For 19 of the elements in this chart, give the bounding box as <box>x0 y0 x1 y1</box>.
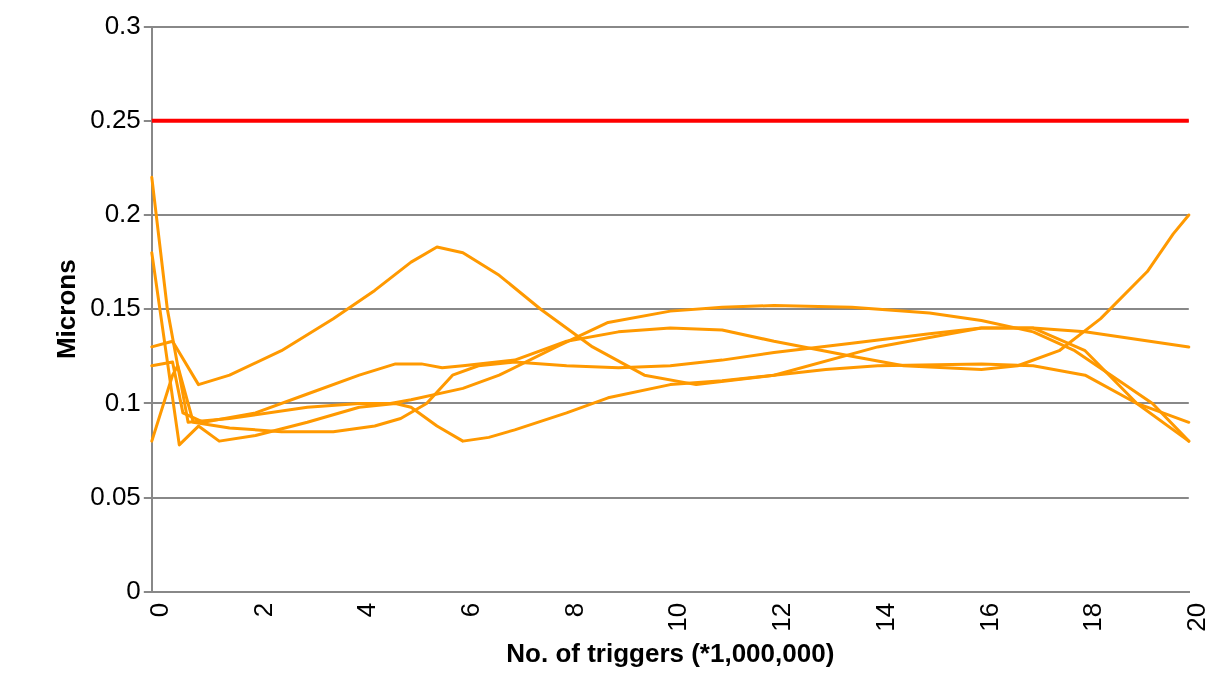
x-tick-label: 20 <box>1180 602 1211 632</box>
y-tick-label: 0.05 <box>90 480 141 511</box>
x-axis-title: No. of triggers (*1,000,000) <box>506 637 835 668</box>
x-tick-label: 0 <box>143 602 174 618</box>
x-tick-label: 8 <box>558 602 589 618</box>
x-tick-label: 16 <box>973 602 1004 632</box>
x-tick-label: 4 <box>351 602 382 618</box>
x-tick-label: 10 <box>662 602 693 632</box>
x-tick-label: 6 <box>455 602 486 618</box>
x-tick-label: 2 <box>247 602 278 618</box>
y-tick-label: 0.3 <box>104 9 141 40</box>
y-tick-label: 0.1 <box>104 386 141 417</box>
x-tick-label: 14 <box>869 602 900 632</box>
x-tick-label: 12 <box>766 602 797 632</box>
y-tick-label: 0.2 <box>104 198 141 229</box>
x-tick-label: 18 <box>1077 602 1108 632</box>
y-axis-title: Microns <box>50 259 81 360</box>
y-tick-label: 0.25 <box>90 103 141 134</box>
y-tick-label: 0.15 <box>90 292 141 323</box>
